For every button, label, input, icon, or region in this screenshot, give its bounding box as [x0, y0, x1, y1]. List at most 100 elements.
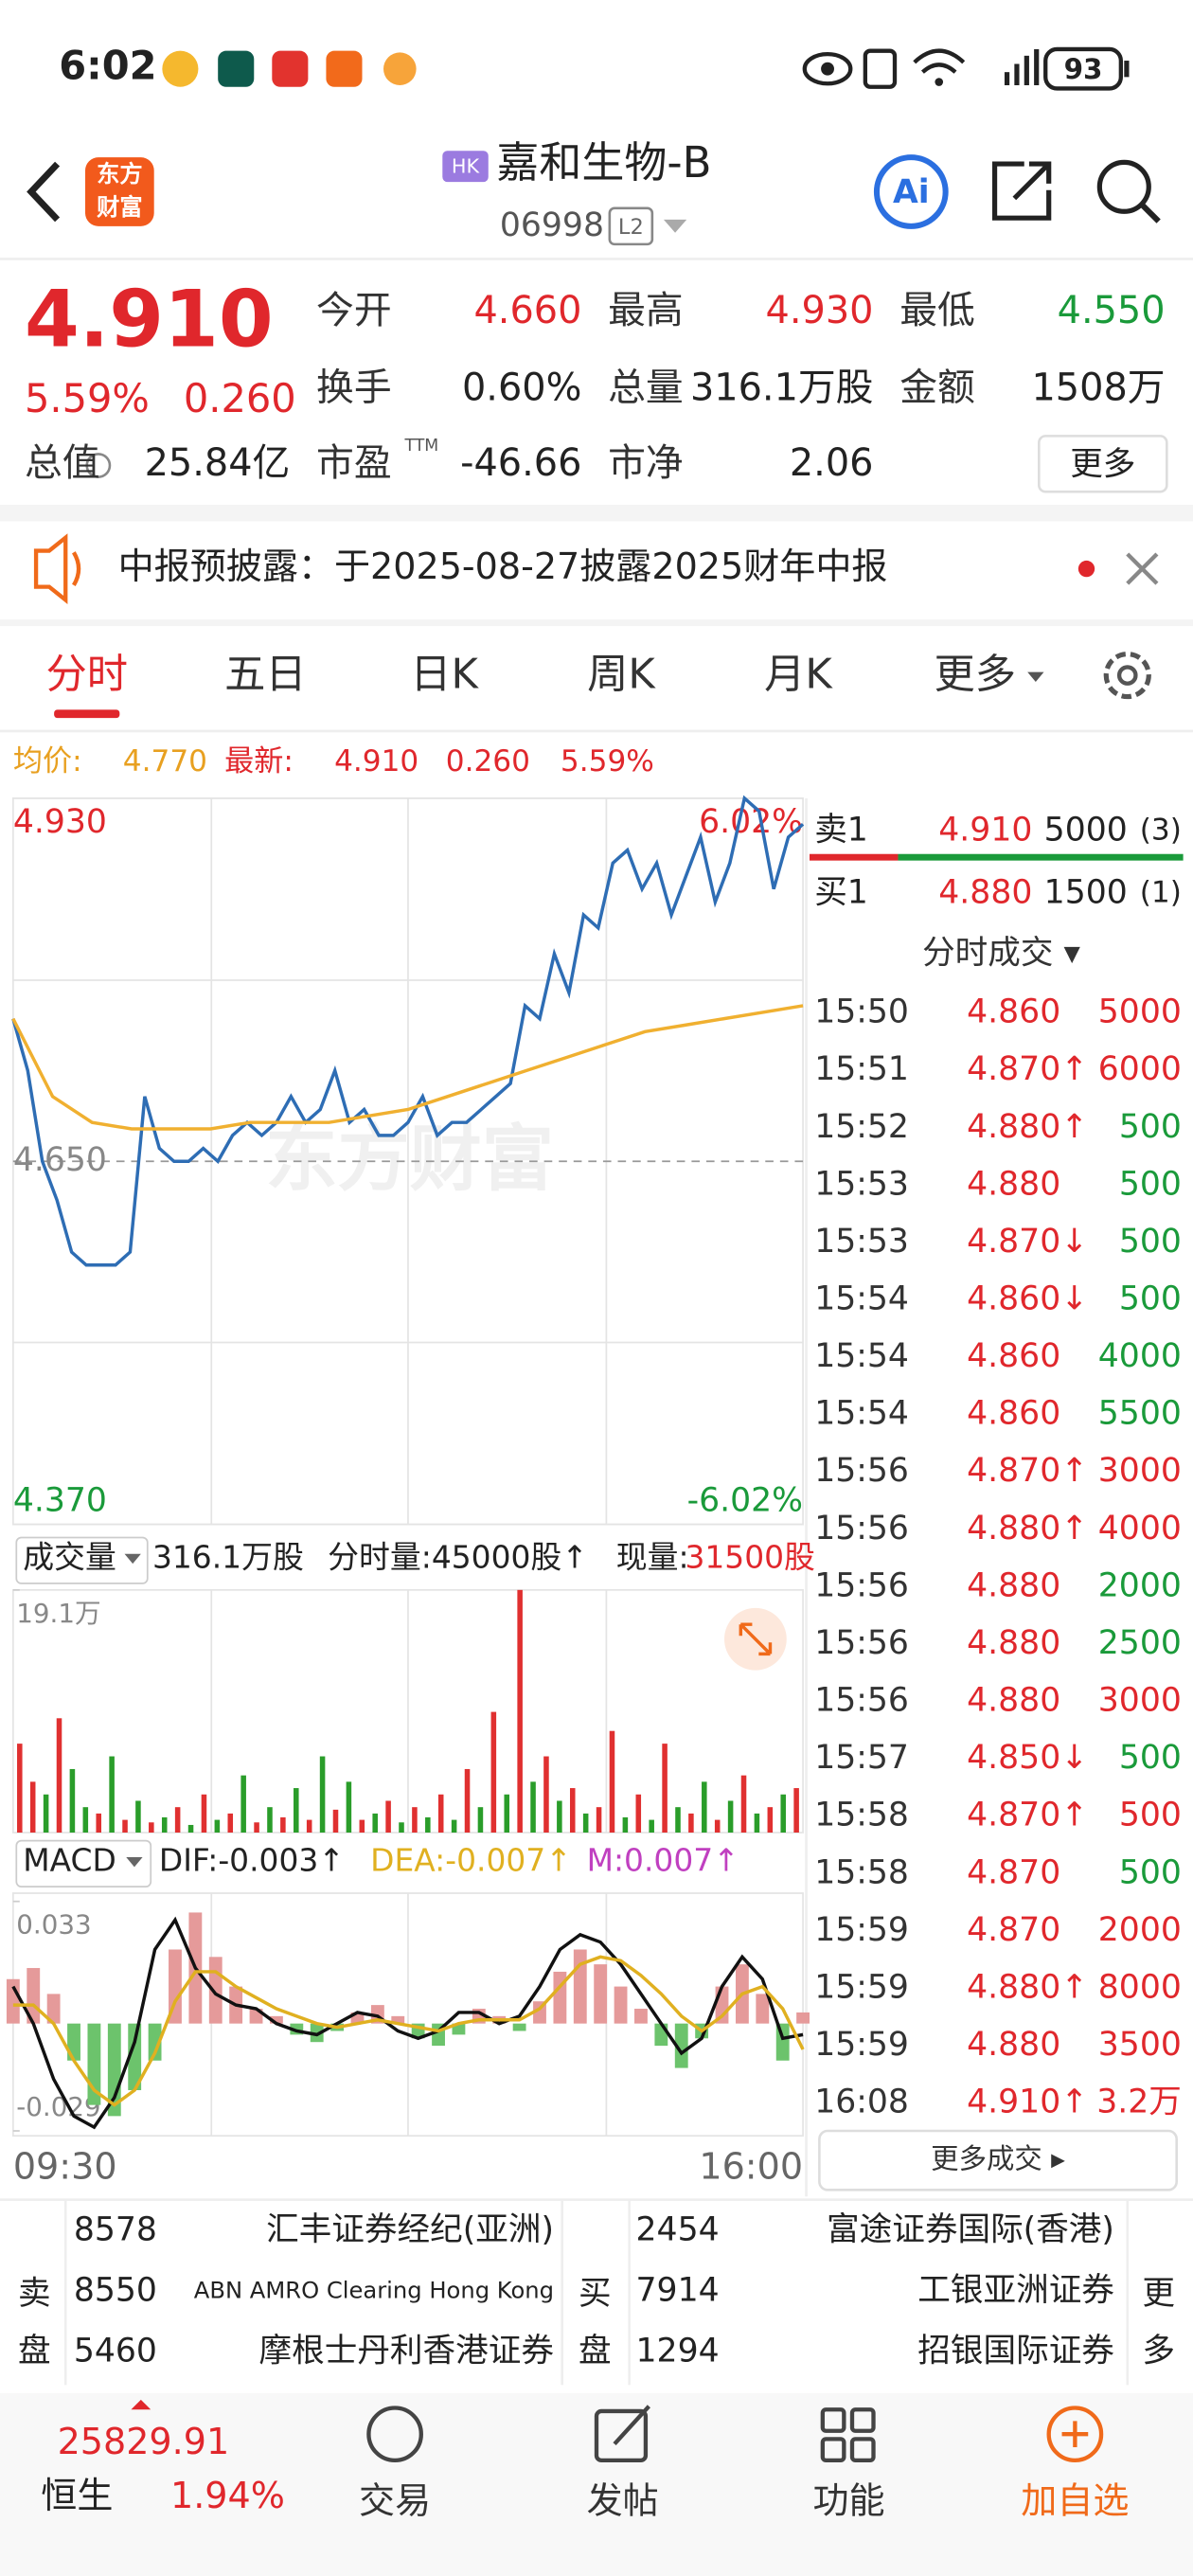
volume-bar [161, 1816, 168, 1833]
book-price: 4.910 [938, 811, 1032, 849]
back-button[interactable] [27, 161, 61, 223]
volume-bar [530, 1781, 536, 1833]
more-text[interactable]: 更多 [1070, 446, 1135, 484]
tab[interactable]: 周K [587, 651, 656, 698]
stat-label: 市盈 [316, 441, 392, 485]
trade-price: 4.870↑ [967, 1050, 1088, 1088]
code-dropdown[interactable] [663, 219, 687, 233]
settings-button[interactable] [1103, 651, 1151, 700]
trade-volume: 500 [1119, 1739, 1182, 1777]
close-button[interactable] [1126, 552, 1159, 585]
tab[interactable]: 五日 [224, 651, 307, 698]
stock-code: 06998 [500, 206, 604, 244]
trade-time: 15:56 [814, 1566, 909, 1604]
macd-bar [350, 2012, 365, 2024]
volume-bar [635, 1794, 642, 1833]
trade-price: 4.860↓ [967, 1279, 1088, 1317]
trade-volume: 6000 [1098, 1050, 1182, 1088]
volume-bar [451, 1819, 457, 1833]
more-trades-text[interactable]: 更多成交 ▸ [931, 2143, 1065, 2175]
dif-value: DIF:-0.003↑ [159, 1842, 345, 1879]
stat-label: 总量 [608, 366, 684, 409]
nav-item[interactable]: 加自选 [1021, 2479, 1129, 2521]
x-tick-label: 16:00 [699, 2145, 803, 2187]
trade-volume: 3000 [1098, 1452, 1182, 1490]
broker-id: 5460 [74, 2333, 157, 2370]
trade-time: 15:50 [814, 993, 909, 1031]
nav-item[interactable]: 交易 [359, 2479, 431, 2521]
trade-price: 4.870 [967, 1853, 1060, 1891]
volume-bar [688, 1813, 694, 1833]
volume-bar [187, 1824, 194, 1833]
latest-label: 最新: [224, 744, 294, 778]
search-button[interactable] [1096, 159, 1161, 224]
trade-price: 4.880 [967, 1624, 1060, 1662]
trade-volume: 500 [1119, 1108, 1182, 1146]
trade-volume: 4000 [1098, 1510, 1182, 1547]
trade-volume: 500 [1119, 1797, 1182, 1834]
ai-button[interactable] [873, 154, 949, 229]
y-tick-label: 4.370 [13, 1481, 107, 1519]
share-button[interactable] [991, 161, 1052, 221]
trade-volume: 5000 [1098, 993, 1182, 1031]
more-trades-button[interactable] [818, 2129, 1178, 2191]
tab[interactable]: 更多 [935, 651, 1017, 698]
volume-bar [437, 1794, 444, 1833]
volume-bar [56, 1718, 62, 1833]
volume-bar [174, 1807, 181, 1833]
trade-time: 16:08 [814, 2084, 909, 2121]
dropdown [124, 1553, 141, 1565]
nav-item[interactable]: 功能 [812, 2479, 884, 2521]
trades-title[interactable]: 分时成交 ▾ [922, 934, 1080, 972]
trade-price: 4.870 [967, 1911, 1060, 1949]
book-bar-sell [809, 853, 899, 861]
tab[interactable]: 日K [410, 651, 479, 698]
macd-bar [614, 1986, 628, 2024]
macd-label[interactable]: MACD [23, 1842, 116, 1879]
tab[interactable]: 月K [764, 651, 833, 698]
latest-value: 4.910 [334, 744, 418, 778]
side-label: 卖 [18, 2275, 51, 2313]
volume-bar [649, 1819, 654, 1833]
trade-time: 15:56 [814, 1510, 909, 1547]
macd-bar [169, 1949, 182, 2024]
macd-bar [634, 2009, 648, 2024]
y2-tick-label: -6.02% [687, 1481, 803, 1519]
more-brokers[interactable]: 多 [1142, 2333, 1175, 2370]
trade-time: 15:51 [814, 1050, 909, 1088]
macd-bar [6, 1978, 20, 2024]
more-button[interactable] [1038, 435, 1168, 493]
macd-bar [654, 2023, 668, 2047]
volume-bar [267, 1807, 273, 1833]
trade-volume: 500 [1119, 1279, 1182, 1317]
macd-bar [391, 2015, 405, 2024]
tab[interactable]: 分时 [45, 651, 128, 698]
watermark: 东方财富 [265, 1117, 554, 1201]
volume-total: 316.1万股 [152, 1538, 304, 1575]
book-price: 4.880 [938, 873, 1032, 911]
volume-bar [596, 1807, 602, 1833]
broker-id: 2454 [636, 2211, 720, 2249]
expand-button[interactable] [723, 1607, 787, 1671]
trade-volume: 2000 [1098, 1911, 1182, 1949]
speaker-icon [33, 533, 81, 604]
broker-name: 招银国际证券 [917, 2333, 1114, 2370]
trade-time: 15:57 [814, 1739, 909, 1777]
volume-bar [399, 1822, 404, 1833]
trade-price: 4.880↑ [967, 1108, 1088, 1146]
stat-value: 316.1万股 [690, 366, 874, 409]
trade-price: 4.880 [967, 1682, 1060, 1720]
broker-grid [0, 2198, 1193, 2386]
nav-item[interactable]: 发帖 [587, 2479, 659, 2521]
volume-label[interactable]: 成交量 [23, 1538, 116, 1575]
info-icon [85, 453, 112, 478]
stat-label: 最低 [899, 289, 975, 332]
trade-time: 15:54 [814, 1395, 909, 1433]
book-volume: 5000 [1044, 811, 1128, 849]
trade-volume: 3000 [1098, 1682, 1182, 1720]
broker-id: 8550 [74, 2272, 157, 2310]
more-brokers[interactable]: 更 [1142, 2275, 1175, 2313]
trade-time: 15:59 [814, 1911, 909, 1949]
trade-time: 15:58 [814, 1797, 909, 1834]
